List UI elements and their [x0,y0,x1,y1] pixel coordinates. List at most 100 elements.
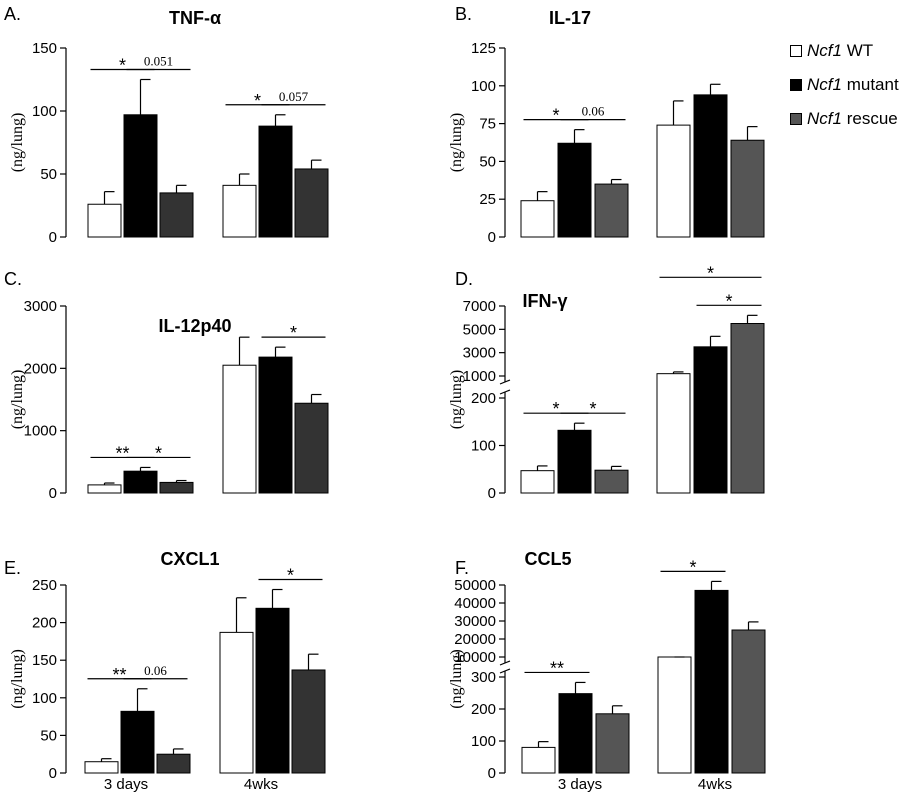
panel-b-y-label: (ng/lung) [448,113,465,173]
panel-f-y-label: (ng/lung) [448,649,465,709]
panel-a: A. TNF-α (ng/lung) 0 50 100 150 * 0.051 * 0.057 [4,4,329,246]
legend-gene-mutant: Ncf1 [807,75,842,94]
panel-e-sig-label: ** [112,665,126,685]
panel-b-bar-wt-early [520,200,555,238]
panel-b-y-tick-label: 125 [471,40,496,57]
panel-c-y-label: (ng/lung) [9,370,26,430]
panel-d-bar-mutant-early [557,429,592,494]
panel-c-bar-rescue-early [159,481,194,494]
panel-f-bar-rescue-early [595,713,630,774]
panel-e-sig-label: * [287,566,294,586]
panel-c-y-tick-label: 3000 [24,298,57,315]
panel-b-y-tick-label: 100 [471,78,496,95]
panel-e-y-label: (ng/lung) [9,649,26,709]
panel-e-letter: E. [4,558,21,578]
panel-d-y-tick-label: 200 [471,390,496,407]
panel-f-title: CCL5 [524,549,571,569]
panel-f-bar-mutant-late [694,589,729,774]
panel-d-bar-rescue-early [594,469,629,494]
panel-d-axis-break-mark [499,389,511,395]
panel-f-bar-mutant-early [558,693,593,774]
panel-d-y-tick-label: 0 [488,485,496,502]
panel-f-y-tick-label: 30000 [454,613,496,630]
panel-f-y-tick-label: 50000 [454,577,496,594]
panel-b-title: IL-17 [549,8,591,28]
panel-d-title: IFN-γ [523,291,568,311]
panel-f-y-tick-label: 200 [471,701,496,718]
panel-c-y-tick-label: 1000 [24,423,57,440]
panel-a-letter: A. [4,4,21,24]
panel-a-bar-mutant-early [123,114,158,238]
panel-a-bar-rescue-late [294,168,329,238]
legend-label-mutant: mutant [846,75,899,94]
panel-d-bar-mutant-late [693,346,728,494]
panel-f: F. CCL5 (ng/lung) 0 100 200 300 100002000030000… [448,549,766,793]
panel-d-sig-label: * [725,291,732,311]
panel-d-sig-label: * [552,399,559,419]
panel-b-y-tick-label: 25 [479,191,496,208]
legend: Ncf1 WT Ncf1 mutant Ncf1 rescue [790,34,899,136]
panel-c-letter: C. [4,269,22,289]
panel-e-bar-mutant-late [255,607,290,774]
panel-d-y-tick-label: 7000 [463,298,496,315]
panel-f-y-tick-label: 40000 [454,595,496,612]
legend-swatch-wt [790,45,802,57]
legend-item-wt: Ncf1 WT [790,34,899,68]
panel-e-y-tick-label: 50 [40,727,57,744]
panel-c-y-tick-label: 2000 [24,360,57,377]
panel-c-bar-mutant-late [258,356,293,494]
panel-a-sig-label: * [119,56,126,76]
panel-a-bar-wt-late [222,184,257,238]
panel-f-bar-rescue-late [731,629,766,774]
panel-a-sig-label: 0.057 [279,89,309,104]
panel-b-letter: B. [455,4,472,24]
panel-e: E. CXCL1 (ng/lung) 0 50 100 150 200 250 ** 0.06 * 3 … [4,549,326,793]
panel-a-bar-wt-early [87,203,122,238]
panel-c-bar-mutant-early [123,470,158,494]
panel-e-y-tick-label: 150 [32,652,57,669]
panel-c-title: IL-12p40 [158,316,231,336]
panel-c-bar-wt-late [222,364,257,494]
panel-d-sig-label: * [707,263,714,283]
panel-b-bar-mutant-early [557,142,592,238]
panel-a-y-tick-label: 0 [49,229,57,246]
panel-c-y-tick-label: 0 [49,485,57,502]
panel-b: B. IL-17 (ng/lung) 0 25 50 75 100 125 * 0.06 [448,4,765,246]
legend-item-mutant: Ncf1 mutant [790,68,899,102]
panel-d-bar-wt-early [520,470,555,494]
panel-a-bar-rescue-early [159,192,194,238]
panel-e-bar-wt-late [219,631,254,774]
panel-f-bar-wt-early [521,746,556,774]
panel-b-y-tick-label: 0 [488,229,496,246]
panel-e-bar-mutant-early [120,710,155,774]
panel-f-axis-break-mark [499,668,511,674]
panel-e-y-tick-label: 250 [32,577,57,594]
panel-a-bar-mutant-late [258,125,293,238]
panel-e-bar-rescue-late [291,669,326,774]
panel-b-bar-mutant-late [693,94,728,238]
legend-label-rescue: rescue [846,109,898,128]
panel-c-bar-rescue-late [294,402,329,494]
panel-a-title: TNF-α [169,8,221,28]
panel-b-sig-label: 0.06 [582,104,605,119]
panel-d-y-tick-label: 100 [471,438,496,455]
panel-f-y-tick-label: 0 [488,765,496,782]
panel-a-y-tick-label: 150 [32,40,57,57]
panel-b-bar-rescue-late [730,139,765,238]
legend-gene-rescue: Ncf1 [807,109,842,128]
panel-f-bar-wt-late [657,656,692,774]
panel-f-axis-break-mark [499,660,511,666]
panel-b-bar-rescue-early [594,183,629,238]
legend-item-rescue: Ncf1 rescue [790,102,899,136]
legend-swatch-mutant [790,79,802,91]
panel-f-y-tick-label: 20000 [454,631,496,648]
panel-e-bar-rescue-early [156,753,191,774]
panel-e-title: CXCL1 [160,549,219,569]
panel-c-sig-label: ** [115,443,129,463]
panel-b-bar-wt-late [656,124,691,238]
panel-f-y-tick-label: 100 [471,733,496,750]
panel-a-y-tick-label: 100 [32,103,57,120]
panel-a-sig-label: * [254,91,261,111]
